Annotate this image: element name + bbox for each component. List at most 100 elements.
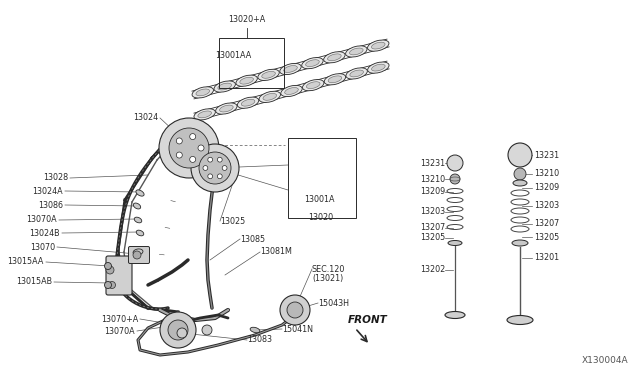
Ellipse shape <box>303 80 324 91</box>
Ellipse shape <box>371 42 385 49</box>
Circle shape <box>198 145 204 151</box>
Text: 13024A: 13024A <box>33 186 63 196</box>
Ellipse shape <box>306 60 319 67</box>
Text: 13203: 13203 <box>420 208 445 217</box>
Text: 13015AB: 13015AB <box>16 278 52 286</box>
Text: 13070+A: 13070+A <box>100 314 138 324</box>
Circle shape <box>177 328 187 338</box>
Circle shape <box>169 128 209 168</box>
Ellipse shape <box>259 91 280 102</box>
Ellipse shape <box>134 217 142 223</box>
Text: SEC.120: SEC.120 <box>312 264 346 273</box>
Ellipse shape <box>507 315 533 324</box>
Text: (13021): (13021) <box>312 275 343 283</box>
Text: 13207: 13207 <box>420 224 445 232</box>
Text: X130004A: X130004A <box>581 356 628 365</box>
Ellipse shape <box>445 311 465 318</box>
Text: 13202: 13202 <box>420 266 445 275</box>
Bar <box>288 138 356 218</box>
Ellipse shape <box>241 99 255 106</box>
Circle shape <box>159 118 219 178</box>
Ellipse shape <box>196 89 209 96</box>
Text: 13210: 13210 <box>420 174 445 183</box>
Ellipse shape <box>237 97 259 108</box>
Ellipse shape <box>281 86 302 97</box>
Text: 13209: 13209 <box>534 183 559 192</box>
Text: 13205: 13205 <box>420 234 445 243</box>
Circle shape <box>450 174 460 184</box>
Text: 15043H: 15043H <box>318 298 349 308</box>
Text: 13070: 13070 <box>30 243 55 251</box>
Circle shape <box>202 325 212 335</box>
Ellipse shape <box>216 103 237 114</box>
Text: 13210: 13210 <box>534 170 559 179</box>
Circle shape <box>168 320 188 340</box>
Circle shape <box>208 157 212 162</box>
Text: 13083: 13083 <box>247 336 272 344</box>
Ellipse shape <box>448 241 462 246</box>
Ellipse shape <box>324 74 346 85</box>
Circle shape <box>191 144 239 192</box>
Ellipse shape <box>372 64 385 71</box>
Text: 13020+A: 13020+A <box>228 15 266 24</box>
Text: 13020: 13020 <box>308 214 333 222</box>
Circle shape <box>104 282 111 289</box>
Circle shape <box>199 152 231 184</box>
Text: 13207: 13207 <box>534 219 559 228</box>
Text: 13081M: 13081M <box>260 247 292 257</box>
Ellipse shape <box>133 249 143 255</box>
Text: 13070A: 13070A <box>104 327 135 336</box>
Text: 13028: 13028 <box>43 173 68 183</box>
Text: 13001A: 13001A <box>304 196 335 205</box>
Text: 13085: 13085 <box>240 234 265 244</box>
Ellipse shape <box>250 327 260 333</box>
Ellipse shape <box>196 154 208 163</box>
Text: 13205: 13205 <box>534 232 559 241</box>
Ellipse shape <box>192 87 214 98</box>
Text: 13024: 13024 <box>133 113 158 122</box>
Circle shape <box>218 157 222 162</box>
Ellipse shape <box>218 83 232 90</box>
Circle shape <box>176 152 182 158</box>
Circle shape <box>160 312 196 348</box>
Circle shape <box>287 302 303 318</box>
Text: 13001AA: 13001AA <box>215 51 251 60</box>
Ellipse shape <box>324 52 345 63</box>
Circle shape <box>133 251 141 259</box>
Circle shape <box>104 263 111 269</box>
Text: 13209: 13209 <box>420 187 445 196</box>
Ellipse shape <box>350 70 364 77</box>
Ellipse shape <box>258 69 279 80</box>
FancyBboxPatch shape <box>129 247 150 263</box>
Ellipse shape <box>301 58 323 69</box>
Bar <box>219 38 284 88</box>
Ellipse shape <box>367 62 389 73</box>
Text: FRONT: FRONT <box>348 315 388 325</box>
Ellipse shape <box>194 109 215 120</box>
Text: 13086: 13086 <box>38 201 63 209</box>
Ellipse shape <box>133 203 141 209</box>
Ellipse shape <box>136 230 144 236</box>
Ellipse shape <box>513 180 527 186</box>
Circle shape <box>176 138 182 144</box>
Circle shape <box>280 295 310 325</box>
Text: 13203: 13203 <box>534 202 559 211</box>
Ellipse shape <box>136 190 144 196</box>
Ellipse shape <box>512 240 528 246</box>
Ellipse shape <box>236 75 257 86</box>
Circle shape <box>109 282 115 289</box>
FancyBboxPatch shape <box>106 256 132 295</box>
Ellipse shape <box>349 48 363 55</box>
Circle shape <box>218 174 222 179</box>
Ellipse shape <box>214 81 236 92</box>
Ellipse shape <box>284 65 298 73</box>
Ellipse shape <box>346 46 367 57</box>
Text: 13024B: 13024B <box>29 228 60 237</box>
Circle shape <box>514 168 526 180</box>
Ellipse shape <box>262 71 275 78</box>
Ellipse shape <box>328 54 341 61</box>
Ellipse shape <box>328 76 342 83</box>
Text: 13070A: 13070A <box>26 215 57 224</box>
Circle shape <box>508 143 532 167</box>
Ellipse shape <box>367 40 389 51</box>
